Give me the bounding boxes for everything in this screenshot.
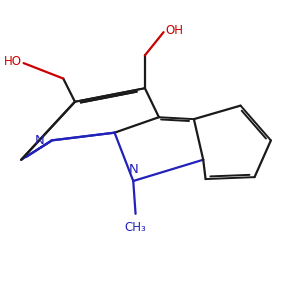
Text: OH: OH: [166, 24, 184, 37]
Text: N: N: [35, 134, 45, 147]
Text: N: N: [128, 164, 138, 176]
Text: CH₃: CH₃: [125, 221, 146, 234]
Text: HO: HO: [4, 55, 22, 68]
